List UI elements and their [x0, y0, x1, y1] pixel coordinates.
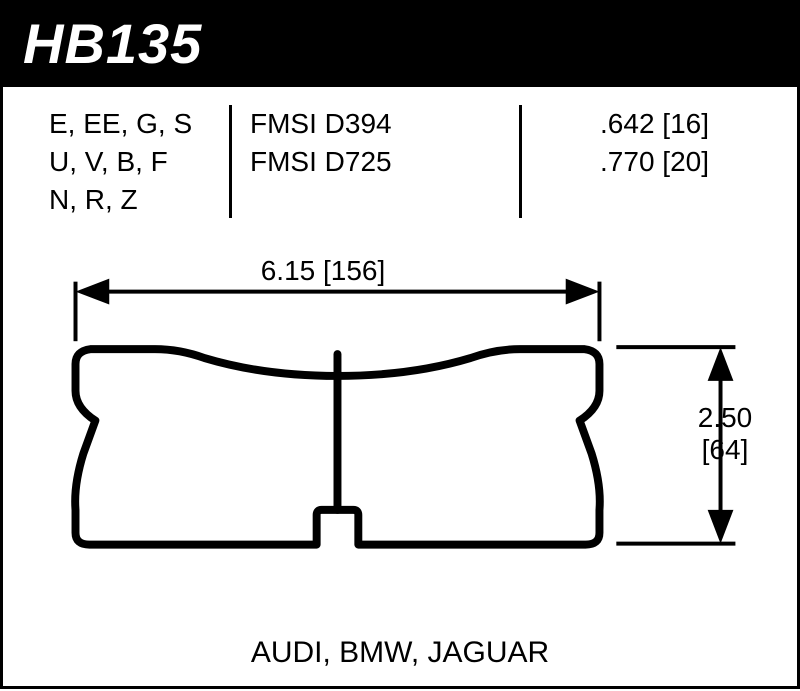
specs-row: E, EE, G, S U, V, B, F N, R, Z FMSI D394…: [3, 87, 797, 236]
main-panel: E, EE, G, S U, V, B, F N, R, Z FMSI D394…: [0, 87, 800, 689]
compounds-column: E, EE, G, S U, V, B, F N, R, Z: [49, 105, 229, 218]
fmsi-line: FMSI D394: [250, 105, 439, 143]
height-arrow: [616, 347, 735, 543]
diagram-svg: [3, 237, 797, 626]
thickness-column: .642 [16] .770 [20]: [519, 105, 729, 218]
thickness-line: .770 [20]: [540, 143, 709, 181]
applications-label: AUDI, BMW, JAGUAR: [3, 636, 797, 670]
diagram-area: 6.15 [156] 2.50 [64]: [3, 237, 797, 626]
width-arrow: [76, 279, 600, 342]
brake-pad-outline: [75, 349, 600, 544]
compounds-line: U, V, B, F: [49, 143, 229, 181]
fmsi-line: FMSI D725: [250, 143, 439, 181]
header-bar: HB135: [0, 0, 800, 87]
fmsi-column: FMSI D394 FMSI D725: [229, 105, 439, 218]
compounds-line: E, EE, G, S: [49, 105, 229, 143]
thickness-line: .642 [16]: [540, 105, 709, 143]
compounds-line: N, R, Z: [49, 181, 229, 219]
part-number: HB135: [23, 11, 777, 76]
